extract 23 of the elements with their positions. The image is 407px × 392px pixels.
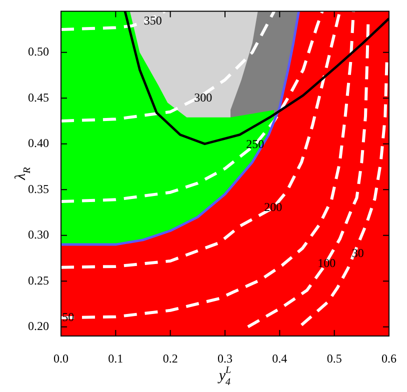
line-series bbox=[61, 11, 342, 269]
x-tick-label: 0.4 bbox=[272, 351, 288, 366]
x-tick-label: 0.1 bbox=[108, 351, 124, 366]
line-series bbox=[61, 11, 166, 31]
annotation: 200 bbox=[264, 200, 282, 214]
y-tick-label: 0.35 bbox=[28, 182, 49, 196]
y-tick-label: 0.30 bbox=[28, 228, 49, 242]
y-tick-label: 0.20 bbox=[28, 319, 49, 334]
y-tick-label: 0.25 bbox=[28, 273, 49, 288]
y-tick-label: 0.40 bbox=[28, 136, 49, 150]
x-tick-label: 0.6 bbox=[382, 351, 396, 366]
y-axis-title: λR bbox=[13, 167, 33, 181]
annotation: 350 bbox=[144, 13, 162, 28]
annotation: 100 bbox=[318, 256, 336, 270]
x-tick-label: 0.3 bbox=[218, 351, 232, 366]
annotation: 300 bbox=[194, 90, 212, 104]
y-tick-label: 0.45 bbox=[28, 90, 49, 104]
x-tick-label: 0.0 bbox=[54, 351, 68, 366]
x-tick-label: 0.2 bbox=[162, 351, 178, 366]
x-tick-label: 0.5 bbox=[326, 351, 342, 366]
y-tick-label: 0.50 bbox=[28, 44, 49, 59]
line-series bbox=[300, 60, 388, 327]
line-series bbox=[61, 11, 324, 204]
